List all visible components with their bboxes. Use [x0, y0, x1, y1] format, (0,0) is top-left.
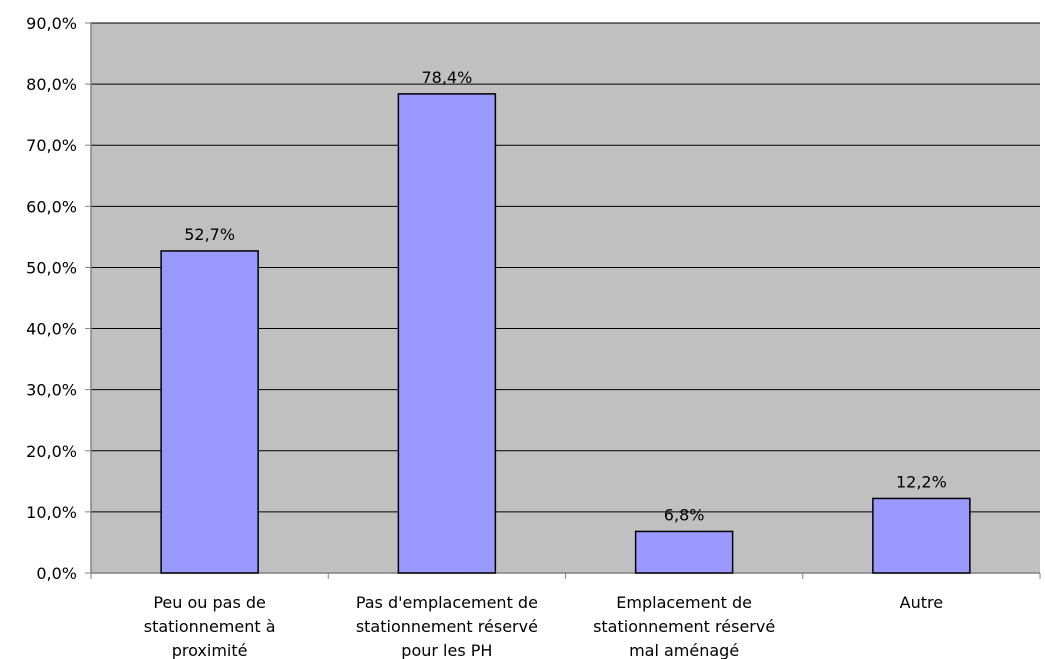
category-label: Autre — [900, 593, 943, 612]
category-label: stationnement réservé — [593, 617, 775, 636]
category-label: stationnement réservé — [356, 617, 538, 636]
y-tick-label: 10,0% — [26, 503, 77, 522]
y-tick-label: 0,0% — [36, 564, 77, 583]
category-label: Peu ou pas de — [153, 593, 266, 612]
bar — [634, 530, 734, 574]
data-label: 52,7% — [184, 225, 235, 244]
y-tick-label: 70,0% — [26, 136, 77, 155]
data-label: 78,4% — [421, 68, 472, 87]
category-label: pour les PH — [401, 641, 492, 659]
data-label: 6,8% — [664, 505, 705, 524]
y-tick-label: 90,0% — [26, 14, 77, 33]
category-labels: Peu ou pas de stationnement à proximité Pas… — [144, 593, 943, 659]
category-label: stationnement à — [144, 617, 276, 636]
bar — [872, 497, 971, 574]
category-label: mal aménagé — [629, 641, 739, 659]
y-tick-label: 40,0% — [26, 320, 77, 339]
y-tick-label: 30,0% — [26, 381, 77, 400]
bars — [160, 93, 971, 574]
data-label: 12,2% — [896, 472, 947, 491]
y-tick-labels: 0,0% 10,0% 20,0% 30,0% 40,0% 50,0% 60,0% 70,0% 8… — [26, 14, 77, 583]
bar — [160, 250, 259, 574]
category-label: proximité — [172, 641, 248, 659]
bar — [397, 93, 497, 574]
y-tick-label: 50,0% — [26, 258, 77, 277]
y-tick-label: 80,0% — [26, 75, 77, 94]
y-tick-label: 60,0% — [26, 197, 77, 216]
category-label: Pas d'emplacement de — [356, 593, 538, 612]
category-label: Emplacement de — [616, 593, 752, 612]
data-labels: 52,7% 78,4% 6,8% 12,2% — [184, 68, 947, 525]
y-tick-label: 20,0% — [26, 442, 77, 461]
